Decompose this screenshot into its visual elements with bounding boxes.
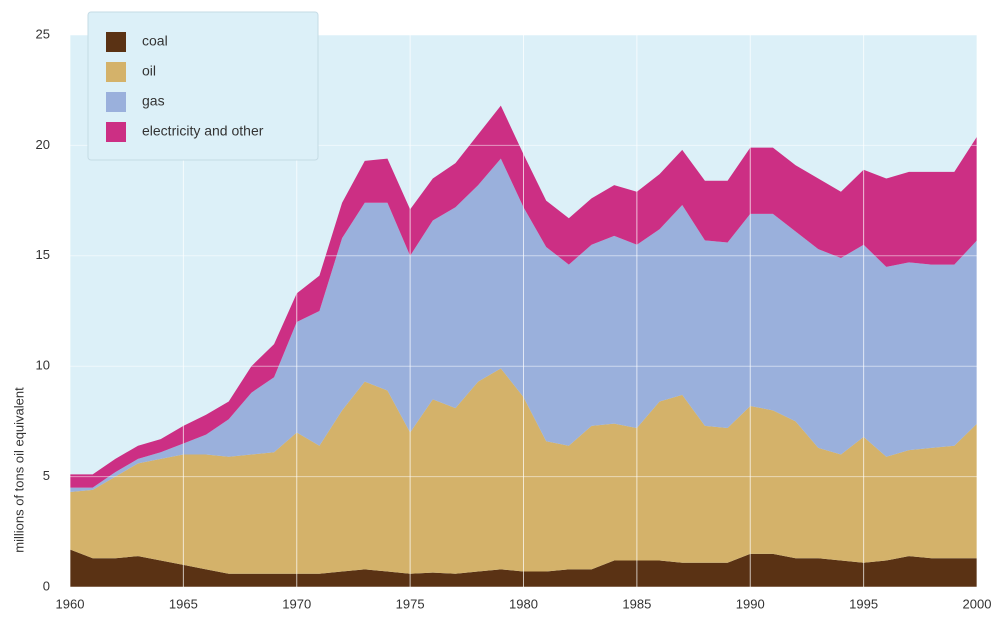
y-axis-label: millions of tons oil equivalent <box>11 387 26 553</box>
x-tick-label: 1965 <box>169 596 198 611</box>
y-tick-label: 10 <box>36 358 50 373</box>
legend-label: coal <box>142 33 168 49</box>
x-tick-label: 2000 <box>963 596 992 611</box>
legend-swatch <box>106 122 126 142</box>
x-tick-label: 1995 <box>849 596 878 611</box>
legend-swatch <box>106 62 126 82</box>
legend-swatch <box>106 92 126 112</box>
legend-label: oil <box>142 63 156 79</box>
x-tick-label: 1985 <box>622 596 651 611</box>
x-tick-label: 1970 <box>282 596 311 611</box>
y-tick-label: 15 <box>36 247 50 262</box>
legend-label: gas <box>142 93 165 109</box>
x-tick-label: 1980 <box>509 596 538 611</box>
y-tick-label: 25 <box>36 26 50 41</box>
legend-box <box>87 11 319 161</box>
y-tick-label: 5 <box>43 468 50 483</box>
legend: coal oil gas electricity and other <box>87 11 319 161</box>
y-tick-label: 20 <box>36 137 50 152</box>
x-tick-label: 1975 <box>396 596 425 611</box>
y-tick-label: 0 <box>43 578 50 593</box>
x-tick-label: 1990 <box>736 596 765 611</box>
x-tick-label: 1960 <box>56 596 85 611</box>
legend-label: electricity and other <box>142 123 264 139</box>
legend-swatch <box>106 32 126 52</box>
